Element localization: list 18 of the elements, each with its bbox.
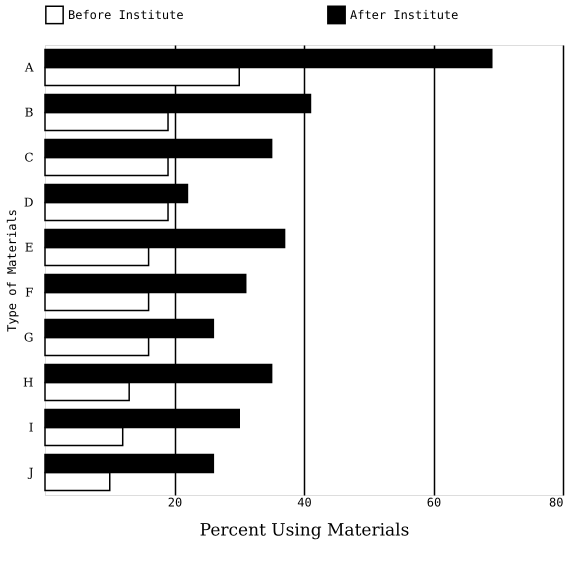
y-tick-label: E	[24, 240, 34, 254]
y-tick-label: G	[24, 330, 34, 344]
x-axis-title: Percent Using Materials	[200, 520, 410, 540]
y-tick-label: D	[24, 196, 34, 210]
x-tick-label: 80	[549, 496, 564, 510]
x-tick-label: 20	[168, 496, 182, 510]
x-tick-label: 60	[426, 496, 442, 510]
y-tick-label: B	[24, 106, 34, 120]
legend-label: After Institute	[350, 8, 458, 22]
y-tick-label: A	[24, 60, 34, 74]
y-tick-label: C	[24, 150, 34, 164]
y-tick-label: F	[25, 286, 34, 300]
y-tick-label: H	[23, 376, 34, 390]
y-tick-label: I	[28, 420, 34, 434]
x-tick-label: 40	[297, 496, 312, 510]
y-axis-title: Type of Materials	[5, 209, 20, 332]
y-tick-label: J	[26, 466, 34, 480]
legend-label: Before Institute	[68, 8, 184, 22]
